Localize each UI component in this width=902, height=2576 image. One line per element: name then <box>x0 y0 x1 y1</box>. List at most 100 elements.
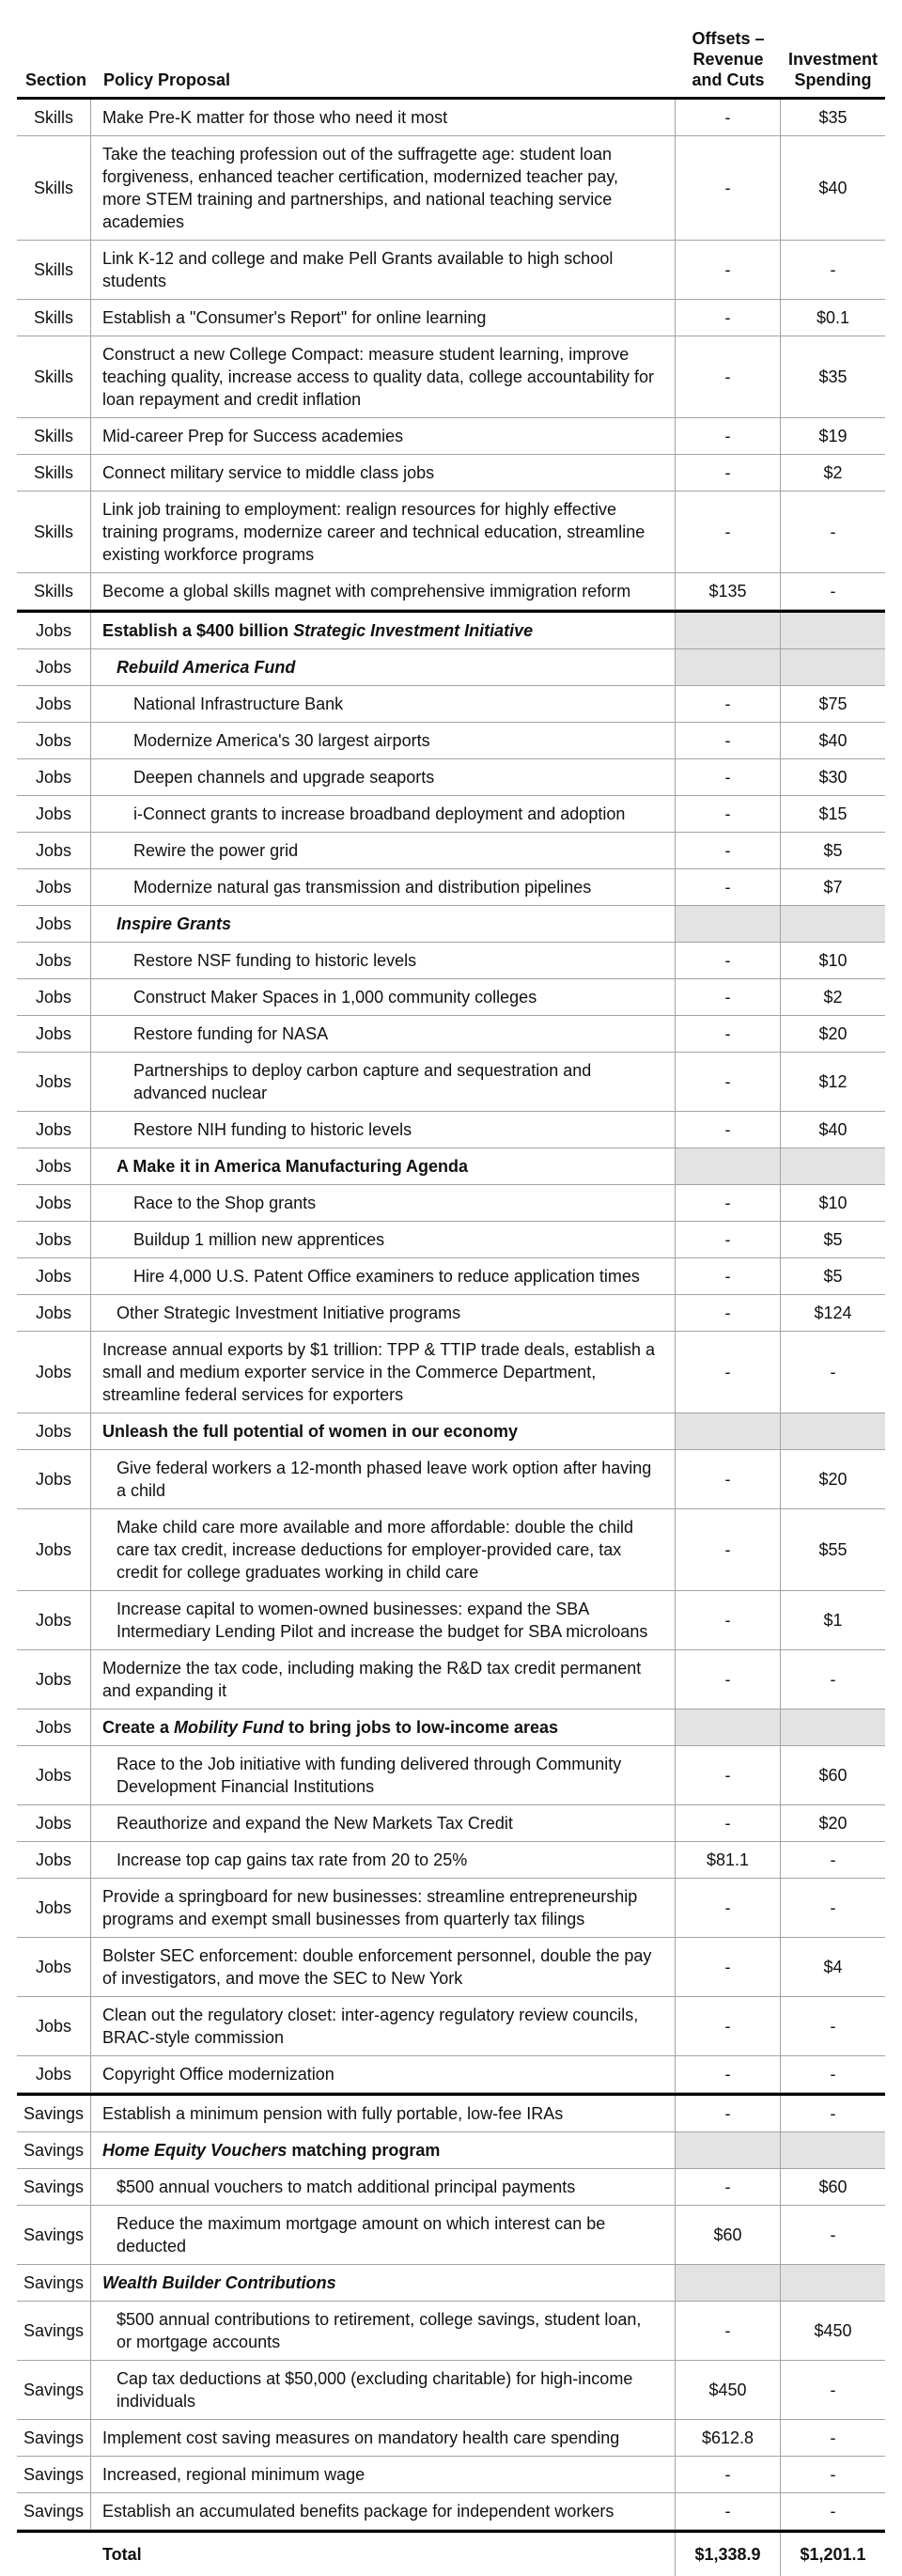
section-cell: Jobs <box>17 796 91 832</box>
policy-cell: Implement cost saving measures on mandat… <box>91 2420 676 2456</box>
table-row: Jobs Unleash the full potential of women … <box>17 1413 885 1450</box>
offsets-value-cell <box>676 613 781 648</box>
policy-text: Take the teaching profession out of the … <box>102 145 618 231</box>
investment-value-cell: $60 <box>818 1766 848 1785</box>
policy-cell: Other Strategic Investment Initiative pr… <box>91 1295 676 1331</box>
section-cell: Savings <box>17 2420 91 2456</box>
column-header-section: Section <box>25 70 87 89</box>
table-row: Jobs National Infrastructure Bank - $75 <box>17 686 885 723</box>
policy-text: Race to the Job initiative with funding … <box>117 1755 622 1796</box>
policy-text: Give federal workers a 12-month phased l… <box>117 1459 652 1500</box>
policy-text: Establish a "Consumer's Report" for onli… <box>102 308 487 327</box>
policy-cell: Link job training to employment: realign… <box>91 492 676 572</box>
section-cell: Savings <box>17 2096 91 2131</box>
policy-cell: Bolster SEC enforcement: double enforcem… <box>91 1938 676 1996</box>
investment-value-cell: $10 <box>818 1194 848 1212</box>
section-cell: Jobs <box>17 686 91 722</box>
offsets-value-cell <box>676 2265 781 2301</box>
offsets-value-cell: - <box>676 336 781 417</box>
investment-value-cell: $20 <box>818 1024 848 1043</box>
section-cell: Jobs <box>17 1332 91 1413</box>
table-row: Jobs Modernize natural gas transmission a… <box>17 869 885 906</box>
table-row: Jobs Copyright Office modernization - - <box>17 2056 885 2093</box>
table-row: Jobs Buildup 1 million new apprentices - $5 <box>17 1222 885 1258</box>
investment-value-cell: - <box>830 2381 836 2399</box>
policy-cell: Race to the Job initiative with funding … <box>91 1746 676 1804</box>
investment-value-cell: $75 <box>818 695 848 713</box>
offsets-value-cell: - <box>676 455 781 491</box>
investment-value-cell: $40 <box>818 731 848 750</box>
offsets-value-cell: $450 <box>676 2361 781 2419</box>
policy-text: Establish an accumulated benefits packag… <box>102 2502 614 2521</box>
section-cell: Jobs <box>17 1710 91 1745</box>
policy-cell: Mid-career Prep for Success academies <box>91 418 676 454</box>
investment-value-cell: $124 <box>814 1304 852 1322</box>
policy-text: Become a global skills magnet with compr… <box>102 582 631 601</box>
policy-text: Implement cost saving measures on mandat… <box>102 2428 620 2447</box>
section-cell: Skills <box>17 100 91 135</box>
offsets-value-cell: $612.8 <box>676 2420 781 2456</box>
section-cell: Savings <box>17 2169 91 2205</box>
policy-text: National Infrastructure Bank <box>133 695 344 713</box>
table-row: Savings Wealth Builder Contributions <box>17 2265 885 2302</box>
section-cell: Jobs <box>17 906 91 942</box>
table-row: Savings $500 annual vouchers to match add… <box>17 2169 885 2206</box>
offsets-value-cell: - <box>676 1016 781 1052</box>
policy-cell: Construct Maker Spaces in 1,000 communit… <box>91 979 676 1015</box>
policy-text: Reduce the maximum mortgage amount on wh… <box>117 2214 606 2256</box>
section-cell: Jobs <box>17 1997 91 2055</box>
investment-value-cell: $20 <box>818 1814 848 1833</box>
policy-cell: Cap tax deductions at $50,000 (excluding… <box>91 2361 676 2419</box>
investment-value-cell <box>781 1148 885 1184</box>
policy-cell: Make Pre-K matter for those who need it … <box>91 100 676 135</box>
section-cell: Savings <box>17 2132 91 2168</box>
investment-value-cell <box>781 2265 885 2301</box>
table-row: Skills Become a global skills magnet with… <box>17 573 885 610</box>
table-row: Skills Connect military service to middle… <box>17 455 885 492</box>
policy-cell: Reauthorize and expand the New Markets T… <box>91 1805 676 1841</box>
investment-value-cell: $40 <box>818 179 848 197</box>
policy-text: Deepen channels and upgrade seaports <box>133 768 435 787</box>
table-row: Jobs Race to the Shop grants - $10 <box>17 1185 885 1222</box>
investment-value-cell: $2 <box>823 463 843 482</box>
section-divider <box>17 610 885 613</box>
policy-cell: Establish a "Consumer's Report" for onli… <box>91 300 676 336</box>
policy-text: Home Equity Vouchers matching program <box>102 2141 441 2160</box>
policy-text: Increase annual exports by $1 trillion: … <box>102 1340 655 1404</box>
policy-text: $500 annual contributions to retirement,… <box>117 2310 642 2351</box>
policy-text: Hire 4,000 U.S. Patent Office examiners … <box>133 1267 640 1286</box>
policy-cell: Become a global skills magnet with compr… <box>91 573 676 609</box>
policy-cell: Increase annual exports by $1 trillion: … <box>91 1332 676 1413</box>
section-cell: Jobs <box>17 2056 91 2092</box>
table-row: Total $1,338.9 $1,201.1 <box>17 2533 885 2576</box>
policy-text: Restore NSF funding to historic levels <box>133 951 417 970</box>
section-cell: Jobs <box>17 1413 91 1449</box>
policy-cell: Race to the Shop grants <box>91 1185 676 1221</box>
offsets-value-cell: - <box>676 1879 781 1937</box>
table-row: Jobs Hire 4,000 U.S. Patent Office examin… <box>17 1258 885 1295</box>
column-header-offsets-revenue-and-cuts: Offsets – Revenue and Cuts <box>692 29 765 89</box>
policy-cell: National Infrastructure Bank <box>91 686 676 722</box>
offsets-value-cell: - <box>676 833 781 868</box>
investment-value-cell: $20 <box>818 1470 848 1489</box>
policy-cell: Modernize the tax code, including making… <box>91 1650 676 1709</box>
investment-value-cell: $5 <box>823 841 843 860</box>
investment-value-cell <box>781 649 885 685</box>
policy-text: i-Connect grants to increase broadband d… <box>133 804 626 823</box>
investment-value-cell: - <box>830 2065 836 2084</box>
offsets-value-cell: - <box>676 1746 781 1804</box>
policy-text: Link job training to employment: realign… <box>102 500 645 564</box>
policy-text: Modernize America's 30 largest airports <box>133 731 430 750</box>
policy-cell: Unleash the full potential of women in o… <box>91 1413 676 1449</box>
table-row: Jobs Modernize America's 30 largest airpo… <box>17 723 885 759</box>
investment-value-cell: $60 <box>818 2178 848 2196</box>
offsets-value-cell: - <box>676 1805 781 1841</box>
table-row: Jobs Construct Maker Spaces in 1,000 comm… <box>17 979 885 1016</box>
policy-text: Modernize natural gas transmission and d… <box>133 878 592 897</box>
offsets-value-cell: - <box>676 979 781 1015</box>
offsets-value-cell: - <box>676 1332 781 1413</box>
policy-cell: Restore NSF funding to historic levels <box>91 943 676 978</box>
section-cell: Jobs <box>17 979 91 1015</box>
section-cell: Skills <box>17 418 91 454</box>
investment-value-cell: $1,201.1 <box>800 2545 866 2564</box>
